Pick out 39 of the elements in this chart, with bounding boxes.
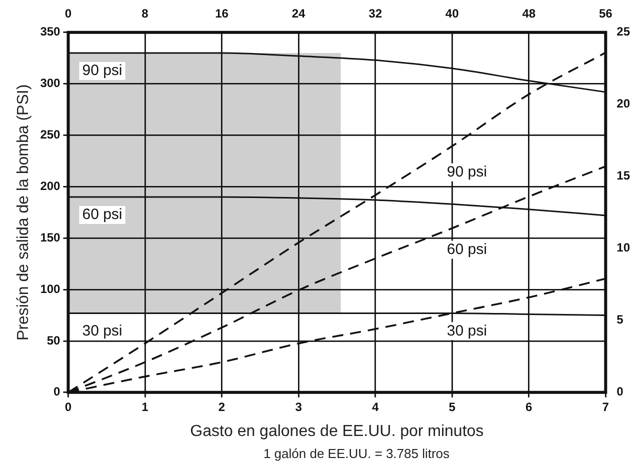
series-label: 60 psi: [446, 240, 487, 258]
x2-tick-label: 48: [522, 6, 536, 21]
y-tick-label: 200: [40, 179, 61, 193]
y-tick-label: 50: [46, 333, 61, 348]
text: 1 galón de EE.UU. = 3.785 litros: [262, 446, 451, 461]
y-tick-label: 350: [40, 24, 61, 39]
y2-tick-label: 10: [616, 240, 630, 255]
series-label: 90 psi: [82, 62, 122, 80]
x2-tick-label: 56: [598, 6, 613, 21]
x-tick-label: 5: [448, 400, 456, 414]
x-tick-label: 4: [372, 400, 379, 414]
x2-tick-label: 8: [142, 6, 149, 21]
x-tick-label: 0: [64, 400, 72, 414]
y-tick-label: 0: [54, 384, 61, 399]
x-tick-label: 2: [218, 400, 226, 414]
x2-tick-label: 0: [64, 6, 72, 21]
x-tick-label: 1: [142, 400, 149, 414]
series-label: 30 psi: [446, 322, 487, 340]
x-tick-label: 7: [602, 400, 610, 414]
x-tick-label: 6: [526, 400, 533, 414]
x-axis-title: Gasto en galones de EE.UU. por minutos: [190, 422, 484, 440]
y2-tick-label: 15: [616, 168, 630, 183]
y2-tick-label: 20: [616, 96, 630, 111]
x2-tick-label: 16: [215, 6, 229, 21]
series-label: 60 psi: [82, 206, 122, 224]
series-label: 90 psi: [446, 164, 487, 181]
series-label: 30 psi: [82, 322, 122, 340]
y2-tick-label: 5: [616, 312, 624, 327]
x-tick-label: 3: [295, 400, 302, 414]
y-tick-label: 250: [40, 128, 61, 142]
y2-tick-label: 25: [616, 24, 630, 39]
x2-tick-label: 40: [445, 6, 460, 21]
x2-tick-label: 24: [292, 6, 306, 21]
y-tick-label: 300: [40, 76, 61, 90]
y-axis-title: Presión de salida de la bomba (PSI): [15, 84, 32, 340]
y-tick-label: 100: [40, 282, 61, 296]
y-tick-label: 150: [40, 230, 61, 244]
x2-tick-label: 32: [368, 6, 382, 21]
y2-tick-label: 0: [616, 384, 624, 399]
